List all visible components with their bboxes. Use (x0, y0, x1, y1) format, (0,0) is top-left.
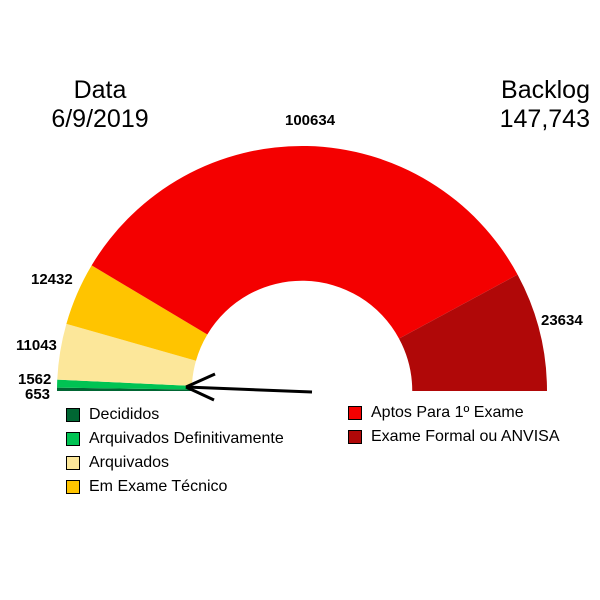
legend-swatch-icon (348, 406, 362, 420)
legend-item[interactable]: Decididos (66, 403, 284, 427)
legend-swatch-icon (66, 480, 80, 494)
legend-swatch-icon (66, 456, 80, 470)
half-donut-chart (0, 0, 600, 600)
label-anvisa: 23634 (541, 312, 583, 329)
label-arquivados: 11043 (16, 337, 57, 354)
legend-item[interactable]: Aptos Para 1º Exame (348, 401, 560, 425)
legend-item-label: Em Exame Técnico (89, 478, 227, 496)
legend-item-label: Arquivados Definitivamente (89, 430, 284, 448)
legend-left: Decididos Arquivados Definitivamente Arqui… (66, 403, 284, 499)
chart-canvas: Data 6/9/2019 Backlog 147,743 100634 236… (0, 0, 600, 600)
legend-right: Aptos Para 1º Exame Exame Formal ou ANVIS… (348, 401, 560, 449)
label-exame-tecnico: 12432 (31, 271, 73, 288)
legend-item[interactable]: Arquivados Definitivamente (66, 427, 284, 451)
legend-item-label: Decididos (89, 406, 159, 424)
legend-item-label: Arquivados (89, 454, 169, 472)
legend-item-label: Exame Formal ou ANVISA (371, 428, 560, 446)
legend-swatch-icon (66, 432, 80, 446)
legend-swatch-icon (66, 408, 80, 422)
legend-item[interactable]: Exame Formal ou ANVISA (348, 425, 560, 449)
annotation-arrow (186, 374, 312, 400)
label-decididos: 653 (25, 386, 50, 403)
pie-slices (57, 146, 547, 391)
legend-item[interactable]: Em Exame Técnico (66, 475, 284, 499)
legend-item-label: Aptos Para 1º Exame (371, 404, 524, 422)
label-aptos: 100634 (285, 112, 335, 129)
legend-swatch-icon (348, 430, 362, 444)
legend-item[interactable]: Arquivados (66, 451, 284, 475)
